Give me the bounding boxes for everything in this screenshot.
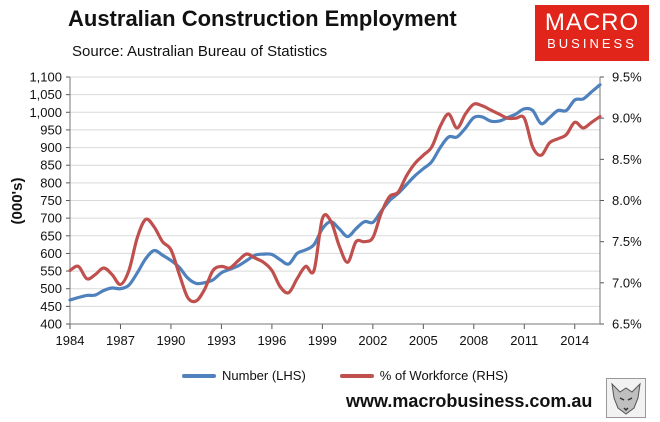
y-tick-label: 1,050 bbox=[29, 87, 62, 102]
y2-tick-label: 7.5% bbox=[612, 234, 642, 249]
chart-legend: Number (LHS) % of Workforce (RHS) bbox=[182, 368, 542, 383]
y2-tick-label: 9.0% bbox=[612, 111, 642, 126]
series-line-number bbox=[68, 83, 602, 302]
legend-label-workforce: % of Workforce (RHS) bbox=[379, 368, 509, 383]
chart-source: Source: Australian Bureau of Statistics bbox=[72, 43, 328, 60]
y-tick-label: 900 bbox=[40, 140, 62, 155]
left-axis-tick-labels: 400 450 500 550 600 650 700 750 800 850 900 950 1,00… bbox=[29, 70, 62, 332]
x-tick-label: 2011 bbox=[510, 333, 538, 348]
x-tick-label: 2014 bbox=[560, 333, 589, 348]
legend-item-workforce: % of Workforce (RHS) bbox=[339, 368, 509, 383]
y-tick-label: 1,000 bbox=[29, 105, 62, 120]
x-tick-label: 2002 bbox=[358, 333, 387, 348]
y-tick-label: 550 bbox=[40, 264, 62, 279]
macrobusiness-logo: MACRO BUSINESS bbox=[535, 5, 649, 61]
y-tick-label: 450 bbox=[40, 299, 62, 314]
y2-tick-label: 9.5% bbox=[612, 70, 642, 85]
x-tick-label: 1984 bbox=[56, 333, 85, 348]
legend-swatch-workforce bbox=[339, 373, 374, 378]
logo-line-1: MACRO bbox=[544, 9, 640, 36]
y2-tick-label: 8.0% bbox=[612, 193, 642, 208]
chart-title: Australian Construction Employment bbox=[68, 6, 457, 31]
y2-tick-label: 7.0% bbox=[612, 275, 642, 290]
x-tick-label: 1999 bbox=[308, 333, 337, 348]
y-tick-label: 950 bbox=[40, 122, 62, 137]
x-tick-label: 2005 bbox=[409, 333, 438, 348]
legend-swatch-number bbox=[182, 373, 216, 378]
y-tick-label: 700 bbox=[40, 211, 62, 226]
series-line-workforce bbox=[68, 102, 602, 304]
wolf-logo-icon bbox=[606, 378, 646, 418]
y-tick-label: 600 bbox=[40, 246, 62, 261]
footer-url: www.macrobusiness.com.au bbox=[346, 391, 593, 411]
series-lines bbox=[68, 83, 602, 304]
x-axis-tick-labels: 1984 1987 1990 1993 1996 1999 2002 2005 2008 2011… bbox=[56, 333, 590, 348]
logo-line-2: BUSINESS bbox=[547, 36, 637, 51]
x-tick-label: 1996 bbox=[257, 333, 286, 348]
y2-tick-label: 6.5% bbox=[612, 317, 642, 332]
gridlines bbox=[70, 76, 600, 325]
x-tick-label: 2008 bbox=[459, 333, 488, 348]
x-tick-label: 1993 bbox=[207, 333, 236, 348]
x-tick-label: 1990 bbox=[156, 333, 185, 348]
y-tick-label: 400 bbox=[40, 317, 62, 332]
y-tick-label: 800 bbox=[40, 175, 62, 190]
axes bbox=[66, 76, 604, 329]
y-tick-label: 650 bbox=[40, 228, 62, 243]
y-tick-label: 500 bbox=[40, 281, 62, 296]
y-tick-label: 850 bbox=[40, 158, 62, 173]
right-axis-tick-labels: 6.5% 7.0% 7.5% 8.0% 8.5% 9.0% 9.5% bbox=[612, 70, 642, 332]
x-tick-label: 1987 bbox=[106, 333, 135, 348]
y-tick-label: 750 bbox=[40, 193, 62, 208]
legend-label-number: Number (LHS) bbox=[222, 368, 306, 383]
y-axis-label: (000's) bbox=[9, 178, 26, 225]
y-tick-label: 1,100 bbox=[29, 70, 62, 85]
legend-item-number: Number (LHS) bbox=[182, 368, 306, 383]
y2-tick-label: 8.5% bbox=[612, 152, 642, 167]
